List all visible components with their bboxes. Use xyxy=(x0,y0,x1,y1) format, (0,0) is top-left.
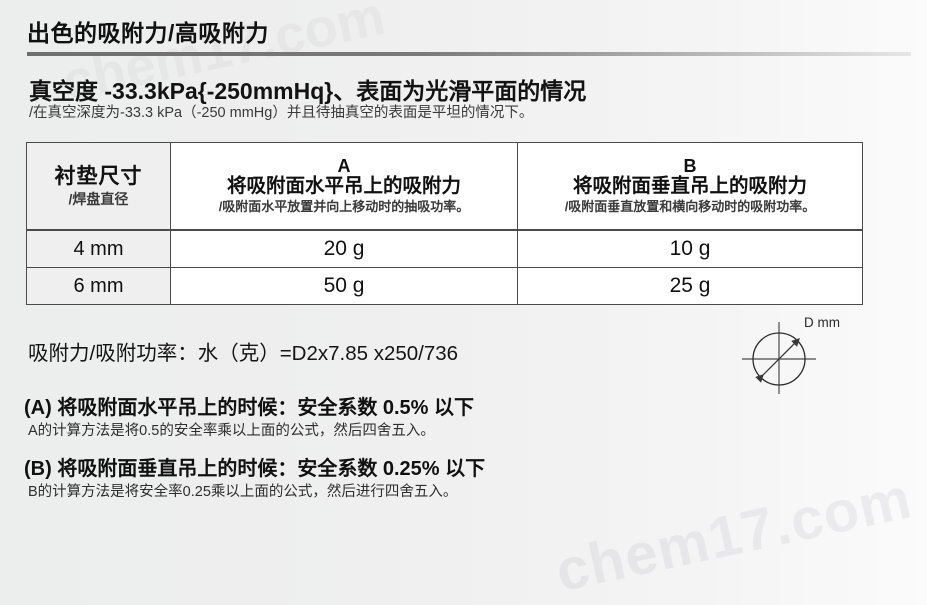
table-row: 6 mm 50 g 25 g xyxy=(26,267,863,305)
table-row: 4 mm 20 g 10 g xyxy=(26,229,863,268)
pad-diameter-icon xyxy=(742,322,816,394)
cell-pad-size: 6 mm xyxy=(26,267,171,305)
pad-diameter-label: D mm xyxy=(804,315,840,330)
safety-notes: (A) 将吸附面水平吊上的时候：安全系数 0.5% 以下 A的计算方法是将0.5… xyxy=(24,396,485,501)
page-title: 出色的吸附力/高吸附力 xyxy=(27,20,269,46)
header-column-a-letter: A xyxy=(337,155,351,176)
header-column-a-main: 将吸附面水平吊上的吸附力 xyxy=(226,174,461,197)
header-cell-pad-size: 衬垫尺寸 /焊盘直径 xyxy=(26,142,171,231)
condition-main-text: 真空度 -33.3kPa{-250mmHq}、表面为光滑平面的情况 xyxy=(29,78,587,104)
title-divider xyxy=(27,52,911,56)
cell-force-a: 50 g xyxy=(170,267,518,305)
header-column-b-letter: B xyxy=(683,155,697,176)
note-block-b: (B) 将吸附面垂直吊上的时候：安全系数 0.25% 以下 B的计算方法是将安全… xyxy=(24,457,485,501)
header-pad-size-sub: /焊盘直径 xyxy=(68,190,129,207)
cell-pad-size: 4 mm xyxy=(26,229,171,268)
cell-force-a: 20 g xyxy=(170,229,518,268)
suction-force-table: 衬垫尺寸 /焊盘直径 A 将吸附面水平吊上的吸附力 /吸附面水平放置并向上移动时… xyxy=(26,142,863,305)
note-b-sub: B的计算方法是将安全率0.25乘以上面的公式，然后进行四舍五入。 xyxy=(28,484,458,501)
note-b-main: (B) 将吸附面垂直吊上的时候：安全系数 0.25% 以下 xyxy=(24,458,486,481)
note-block-a: (A) 将吸附面水平吊上的时候：安全系数 0.5% 以下 A的计算方法是将0.5… xyxy=(24,396,485,440)
header-pad-size-main: 衬垫尺寸 xyxy=(54,164,143,188)
header-column-b-main: 将吸附面垂直吊上的吸附力 xyxy=(572,174,807,197)
cell-force-b: 10 g xyxy=(517,229,863,268)
table-body: 4 mm 20 g 10 g 6 mm 50 g 25 g xyxy=(26,229,863,305)
table-header-row: 衬垫尺寸 /焊盘直径 A 将吸附面水平吊上的吸附力 /吸附面水平放置并向上移动时… xyxy=(26,142,863,231)
condition-sub-text: /在真空深度为-33.3 kPa（-250 mmHg）并且待抽真空的表面是平坦的… xyxy=(29,105,534,122)
cell-force-b: 25 g xyxy=(517,267,863,305)
watermark-primary: chem17.com xyxy=(549,465,917,605)
condition-block: 真空度 -33.3kPa{-250mmHq}、表面为光滑平面的情况 /在真空深度… xyxy=(29,78,586,123)
note-a-main: (A) 将吸附面水平吊上的时候：安全系数 0.5% 以下 xyxy=(24,397,475,419)
header-column-a-sub: /吸附面水平放置并向上移动时的抽吸功率。 xyxy=(218,199,470,215)
pad-diameter-diagram: D mm xyxy=(736,313,864,395)
header-column-b-sub: /吸附面垂直放置和横向移动时的吸附功率。 xyxy=(564,199,816,215)
header-cell-column-a: A 将吸附面水平吊上的吸附力 /吸附面水平放置并向上移动时的抽吸功率。 xyxy=(170,142,518,231)
note-a-sub: A的计算方法是将0.5的安全率乘以上面的公式，然后四舍五入。 xyxy=(28,423,435,439)
header-cell-column-b: B 将吸附面垂直吊上的吸附力 /吸附面垂直放置和横向移动时的吸附功率。 xyxy=(517,142,863,231)
formula-text: 吸附力/吸附功率：水（克）=D2x7.85 x250/736 xyxy=(28,342,459,365)
